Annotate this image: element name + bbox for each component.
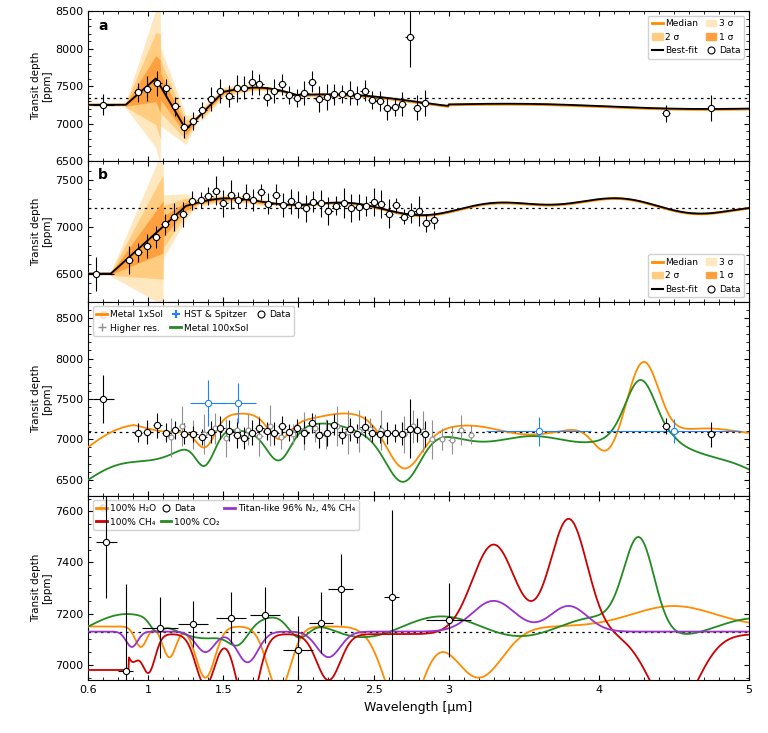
- Legend: 100% H₂O, 100% CH₄, Data, 100% CO₂, Titan-like 96% N₂, 4% CH₄: 100% H₂O, 100% CH₄, Data, 100% CO₂, Tita…: [93, 501, 359, 530]
- Legend: Median, 2 σ, Best-fit, 3 σ, 1 σ, Data: Median, 2 σ, Best-fit, 3 σ, 1 σ, Data: [648, 254, 744, 298]
- X-axis label: Wavelength [μm]: Wavelength [μm]: [365, 701, 472, 714]
- Y-axis label: Transit depth
[ppm]: Transit depth [ppm]: [31, 197, 52, 266]
- Legend: Metal 1xSol, Higher res., HST & Spitzer, Metal 100xSol, Data: Metal 1xSol, Higher res., HST & Spitzer,…: [93, 306, 294, 336]
- Y-axis label: Transit depth
[ppm]: Transit depth [ppm]: [31, 554, 52, 622]
- Y-axis label: Transit depth
[ppm]: Transit depth [ppm]: [31, 365, 52, 433]
- Text: b: b: [98, 169, 108, 183]
- Text: a: a: [98, 18, 108, 32]
- Y-axis label: Transit depth
[ppm]: Transit depth [ppm]: [31, 52, 52, 120]
- Legend: Median, 2 σ, Best-fit, 3 σ, 1 σ, Data: Median, 2 σ, Best-fit, 3 σ, 1 σ, Data: [648, 15, 744, 59]
- Text: c: c: [98, 308, 107, 322]
- Text: d: d: [98, 501, 108, 515]
